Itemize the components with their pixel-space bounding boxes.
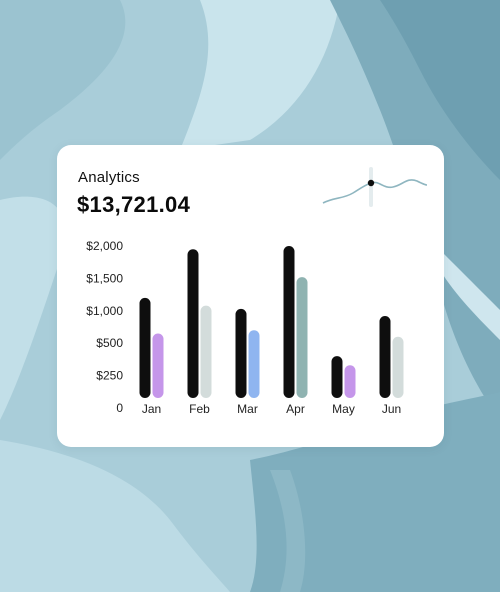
x-tick-label: Jan	[142, 402, 161, 416]
bar-may-2[interactable]	[344, 365, 356, 398]
y-tick-label: $1,500	[86, 271, 123, 285]
wave-sparkline-icon	[322, 167, 428, 207]
analytics-card: Analytics $13,721.04 0 $250 $500 $1,000 $1,5…	[57, 145, 444, 447]
y-tick-label: 0	[116, 401, 123, 415]
bar-mar-1[interactable]	[235, 308, 247, 398]
y-axis: 0 $250 $500 $1,000 $1,500 $2,000	[86, 239, 123, 415]
bar-mar-2[interactable]	[248, 330, 260, 398]
x-tick-label: Mar	[237, 402, 258, 416]
bar-apr-1[interactable]	[283, 246, 295, 398]
x-tick-label: Jun	[382, 402, 401, 416]
bar-chart: 0 $250 $500 $1,000 $1,500 $2,000 Jan Feb Mar Apr…	[86, 239, 404, 416]
y-tick-label: $500	[96, 336, 123, 350]
bars-group	[139, 246, 404, 398]
x-tick-label: Apr	[286, 402, 305, 416]
bar-feb-2[interactable]	[200, 305, 212, 398]
sparkline-marker[interactable]	[367, 179, 375, 187]
y-tick-label: $250	[96, 369, 123, 383]
bar-may-1[interactable]	[331, 356, 343, 398]
total-amount: $13,721.04	[77, 192, 191, 217]
bar-jan-2[interactable]	[152, 333, 164, 398]
x-tick-label: Feb	[189, 402, 210, 416]
x-tick-label: May	[332, 402, 355, 416]
bar-jun-2[interactable]	[392, 336, 404, 398]
bar-jun-1[interactable]	[379, 315, 391, 398]
bar-jan-1[interactable]	[139, 297, 151, 398]
y-tick-label: $1,000	[86, 304, 123, 318]
x-axis: Jan Feb Mar Apr May Jun	[142, 402, 401, 416]
y-tick-label: $2,000	[86, 239, 123, 253]
card-title: Analytics	[78, 169, 140, 186]
bar-apr-2[interactable]	[296, 277, 308, 398]
bar-feb-1[interactable]	[187, 249, 199, 398]
sparkline-scrubber-track	[369, 167, 373, 207]
sparkline-path	[322, 179, 428, 204]
